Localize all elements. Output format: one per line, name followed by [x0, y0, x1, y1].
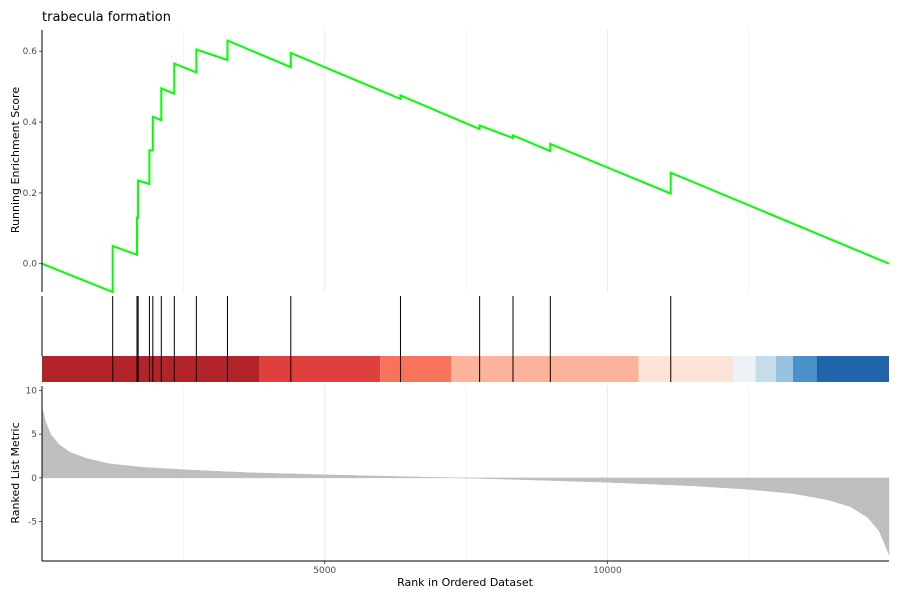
rank-color-band-segment	[775, 356, 793, 382]
rank-color-band-segment	[816, 356, 889, 382]
ranked-y-tick-label: 10	[26, 386, 38, 396]
ranked-y-tick-label: -5	[28, 518, 37, 528]
x-tick-label: 10000	[593, 566, 622, 576]
enrichment-y-axis-title: Running Enrichment Score	[9, 87, 22, 233]
rank-color-band-segment	[42, 356, 260, 382]
ranked-panel	[41, 407, 890, 555]
rank-color-band-segment	[732, 356, 756, 382]
x-tick-label: 5000	[313, 566, 336, 576]
ranked-y-tick-label: 0	[31, 474, 37, 484]
ranked-y-tick-label: 5	[31, 430, 37, 440]
hits-panel	[42, 296, 889, 382]
rank-color-band-segment	[259, 356, 381, 382]
rank-color-band-segment	[380, 356, 452, 382]
ranked-y-axis-title: Ranked List Metric	[9, 422, 22, 523]
x-axis-title: Rank in Ordered Dataset	[397, 576, 534, 589]
enrichment-panel	[41, 39, 890, 294]
axes-layer: 0.0 0.2 0.4 0.6 -5 0 5 10 5000 10000	[23, 30, 889, 576]
ranked-list-metric-area	[41, 407, 890, 555]
rank-color-band-segment	[755, 356, 776, 382]
enrichment-y-tick-label: 0.2	[23, 189, 37, 199]
enrichment-y-tick-label: 0.4	[23, 118, 38, 128]
enrichment-y-tick-label: 0.0	[23, 260, 38, 270]
running-enrichment-score-line	[41, 39, 890, 294]
chart-title: trabecula formation	[42, 10, 171, 25]
rank-color-band-segment	[792, 356, 817, 382]
enrichment-y-tick-label: 0.6	[23, 47, 38, 57]
rank-color-band-segment	[638, 356, 733, 382]
rank-color-band-segment	[451, 356, 639, 382]
